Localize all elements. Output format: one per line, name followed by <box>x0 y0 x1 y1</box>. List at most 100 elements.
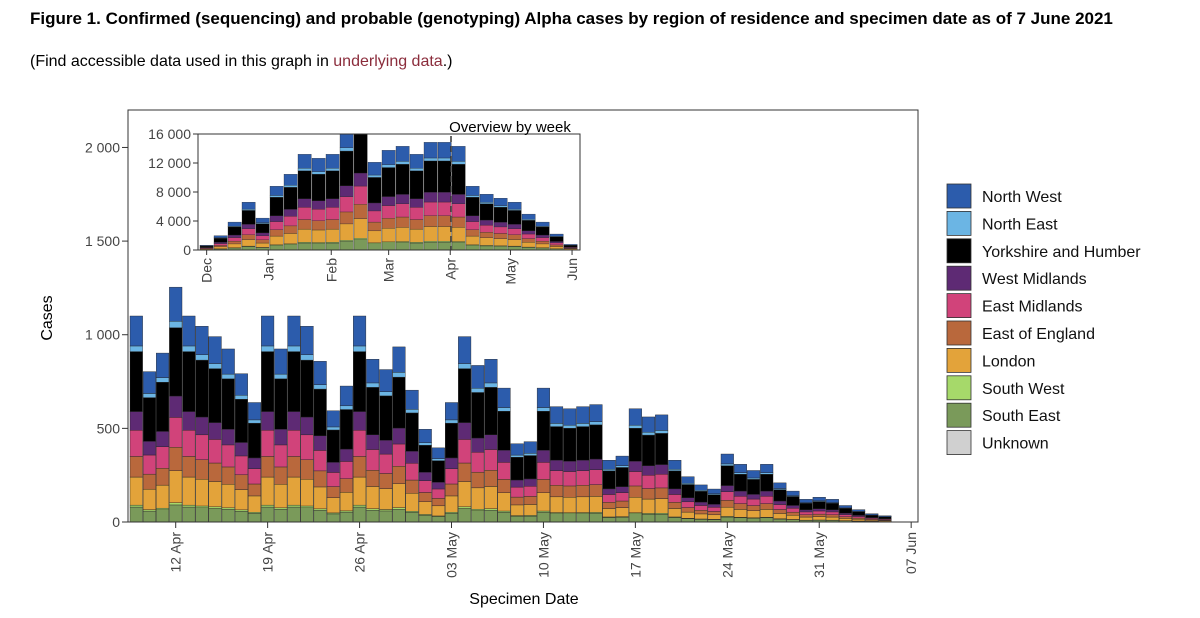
legend-swatch <box>946 238 972 264</box>
segment-east-midlands <box>169 417 183 448</box>
week-segment-east-of-england <box>507 234 522 240</box>
segment-south-east <box>156 509 170 523</box>
day-bar-0 <box>129 315 143 523</box>
week-segment-north-west <box>423 142 438 159</box>
inset-y-tick-label: 4 000 <box>156 213 191 229</box>
day-bar-37 <box>615 455 629 523</box>
week-segment-london <box>381 228 396 242</box>
segment-east-midlands <box>221 444 235 468</box>
segment-north-west <box>313 361 327 385</box>
week-segment-east-of-england <box>213 245 228 248</box>
segment-yorkshire-and-humber <box>589 424 603 460</box>
segment-north-west <box>681 476 695 484</box>
week-segment-london <box>549 246 564 249</box>
legend-item: South West <box>946 375 1065 401</box>
segment-north-east <box>628 424 642 429</box>
segment-east-of-england <box>812 513 826 517</box>
segment-north-west <box>339 385 353 407</box>
segment-north-east <box>195 354 209 361</box>
segment-west-midlands <box>563 461 577 472</box>
segment-london <box>536 492 550 512</box>
week-segment-west-midlands <box>381 196 396 206</box>
legend-item: London <box>946 347 1035 373</box>
week-bar-6 <box>283 174 298 251</box>
segment-north-west <box>694 484 708 491</box>
week-segment-south-east <box>437 242 452 251</box>
day-bar-2 <box>156 352 170 523</box>
segment-south-east <box>339 511 353 523</box>
segment-london <box>720 506 734 517</box>
segment-north-east <box>733 472 747 475</box>
week-segment-yorkshire-and-humber <box>199 245 214 248</box>
segment-west-midlands <box>812 508 826 512</box>
segment-east-midlands <box>471 452 485 473</box>
segment-north-west <box>812 497 826 502</box>
week-segment-east-midlands <box>269 221 284 230</box>
week-segment-yorkshire-and-humber <box>339 150 354 186</box>
week-segment-east-midlands <box>353 185 368 205</box>
week-bar-3 <box>241 201 256 251</box>
segment-north-east <box>458 363 472 369</box>
week-bar-1 <box>213 235 228 251</box>
week-segment-yorkshire-and-humber <box>311 173 326 201</box>
week-segment-north-west <box>339 133 354 148</box>
week-bar-8 <box>311 158 326 251</box>
day-bar-39 <box>642 416 656 523</box>
week-segment-east-of-england <box>395 216 410 228</box>
segment-north-east <box>339 405 353 410</box>
segment-north-east <box>563 424 577 429</box>
segment-north-east <box>418 442 432 446</box>
segment-north-west <box>786 490 800 496</box>
segment-east-of-england <box>405 479 419 494</box>
segment-east-midlands <box>563 471 577 487</box>
week-segment-east-midlands <box>465 221 480 230</box>
segment-south-west <box>182 504 196 508</box>
segment-east-of-england <box>839 516 853 519</box>
legend-swatch <box>946 210 972 236</box>
week-bar-26 <box>563 244 578 251</box>
segment-london <box>287 476 301 506</box>
day-bar-45 <box>720 453 734 523</box>
week-segment-yorkshire-and-humber <box>241 210 256 225</box>
segment-yorkshire-and-humber <box>445 422 459 459</box>
week-bar-21 <box>493 198 508 251</box>
week-bar-4 <box>255 217 270 251</box>
segment-east-midlands <box>681 501 695 508</box>
segment-london <box>458 481 472 508</box>
segment-london <box>445 495 459 513</box>
underlying-data-link[interactable]: underlying data <box>333 53 443 70</box>
legend-swatch <box>946 375 972 401</box>
segment-east-midlands <box>366 449 380 471</box>
segment-west-midlands <box>313 435 327 451</box>
segment-yorkshire-and-humber <box>655 433 669 465</box>
segment-west-midlands <box>353 411 367 431</box>
segment-west-midlands <box>234 442 248 457</box>
week-segment-north-west <box>199 245 214 247</box>
segment-north-west <box>550 406 564 424</box>
segment-north-west <box>234 373 248 396</box>
segment-yorkshire-and-humber <box>628 428 642 462</box>
x-axis-label: Specimen Date <box>469 591 578 608</box>
week-bar-15 <box>409 154 424 251</box>
day-bar-3 <box>169 286 183 523</box>
day-bar-52 <box>812 497 826 523</box>
segment-north-west <box>655 414 669 431</box>
week-segment-south-east <box>311 243 326 251</box>
segment-south-west <box>221 507 235 510</box>
segment-north-east <box>655 430 669 434</box>
segment-south-east <box>668 517 682 523</box>
week-segment-north-west <box>409 154 424 169</box>
segment-east-midlands <box>536 462 550 480</box>
week-bar-12 <box>367 162 382 251</box>
segment-east-midlands <box>825 511 839 515</box>
segment-north-west <box>668 460 682 470</box>
week-bar-11 <box>353 133 368 251</box>
segment-yorkshire-and-humber <box>878 516 892 519</box>
week-segment-london <box>283 233 298 244</box>
x-tick-label: 24 May <box>719 532 735 578</box>
week-segment-yorkshire-and-humber <box>353 133 368 174</box>
segment-london <box>418 501 432 515</box>
segment-north-west <box>418 429 432 443</box>
segment-south-east <box>655 514 669 523</box>
segment-west-midlands <box>733 490 747 497</box>
